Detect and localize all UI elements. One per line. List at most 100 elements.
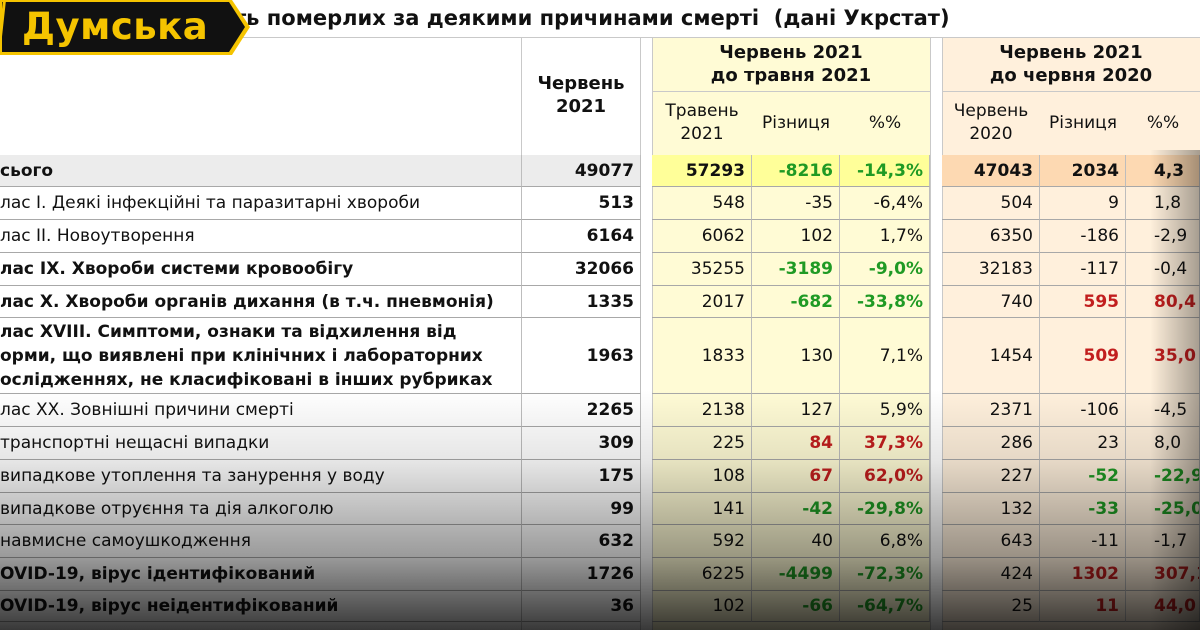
cell-diff2: 595 [1040,286,1126,318]
cell-diff2: 11 [1040,591,1126,622]
cell-june: 32066 [522,253,641,286]
cell-june: 2265 [522,394,641,427]
cell-value: 1963 [586,345,634,366]
cell-diff2: 509 [1040,318,1126,394]
cell-value: 57293 [685,160,745,181]
cell-name: транспортні нещасні випадки [0,427,522,460]
cell-value: -11 [1091,531,1119,551]
total-row-bg-left [0,155,641,187]
cell-pct1: 1,7% [840,220,930,253]
cell-value: 643 [1000,531,1033,551]
cell-pct1: 6,8% [840,525,930,558]
cell-value: 5,9% [879,400,923,420]
cell-diff1: -35 [752,187,840,220]
cell-value: 6225 [701,564,745,584]
row-label: лас II. Новоутворення [0,226,195,246]
cell-value: 130 [800,345,833,366]
cell-value: -33 [1088,498,1119,519]
cell-diff2: -186 [1040,220,1126,253]
cell-june: 1726 [522,558,641,591]
header-divider-2 [942,91,1200,92]
cell-value: 2017 [701,291,745,312]
cell-pct2: -0,4 [1126,253,1200,286]
row-label: OVID-19, вірус ідентифікований [0,564,316,584]
cell-diff2: 23 [1040,427,1126,460]
cell-name: лас XX. Зовнішні причини смерті [0,394,522,427]
cell-value: -72,3% [856,564,923,584]
cell-value: 6350 [989,226,1033,246]
cell-value: -42 [802,498,833,519]
cell-value: 37,3% [864,433,923,453]
cell-value: 1,7% [879,226,923,246]
cell-value: -682 [790,291,833,312]
cell-value: -35 [805,193,833,213]
cell-pct2: 8,0 [1126,427,1200,460]
cell-june20: 1454 [942,318,1040,394]
cell-value: 6062 [701,226,745,246]
header-divider-1 [652,91,930,92]
cell-diff2: 1302 [1040,558,1126,591]
cell-diff1: 130 [752,318,840,394]
column-rule-g1-left [652,38,653,630]
cell-may: 225 [652,427,752,460]
cell-value: -2,9 [1154,226,1188,246]
cell-value: 4,3 [1154,160,1185,181]
cell-value: -4,5 [1154,400,1188,420]
cell-diff2: -106 [1040,394,1126,427]
header-june-2020: Червень 2020 [953,101,1029,144]
cell-value: 25 [1011,596,1033,616]
cell-value: 132 [1000,498,1033,519]
cell-diff2: -52 [1040,460,1126,493]
cell-value: 2371 [989,400,1033,420]
cell-may: 2138 [652,394,752,427]
cell-value: 592 [712,531,745,551]
cell-may: 6062 [652,220,752,253]
cell-diff1: -3189 [752,253,840,286]
cell-value: 307,1 [1154,564,1199,584]
cell-value: 2034 [1071,160,1119,181]
cell-pct2: -25,0 [1126,493,1200,525]
cell-diff2: -33 [1040,493,1126,525]
cell-pct2: 44,0 [1126,591,1200,622]
cell-june20: 6350 [942,220,1040,253]
cell-june: 6164 [522,220,641,253]
cell-name: лас I. Деякі інфекційні та паразитарні х… [0,187,522,220]
cell-may: 108 [652,460,752,493]
cell-may: 141 [652,493,752,525]
cell-pct1: 5,9% [840,394,930,427]
cell-value: 9 [1108,193,1119,213]
header-pct-2: %% [1146,112,1180,133]
cell-value: -186 [1080,226,1119,246]
header-may-2021: Травень 2021 [665,101,739,144]
cell-may: 6225 [652,558,752,591]
cell-value: 44,0 [1154,596,1196,616]
cell-value: 2138 [701,400,745,420]
cell-pct1: -33,8% [840,286,930,318]
cell-value: 67 [809,466,833,486]
cell-name: лас IX. Хвороби системи кровообігу [0,253,522,286]
header-diff-1: Різниця [762,112,830,133]
cell-diff1: -42 [752,493,840,525]
cell-june: 309 [522,427,641,460]
cell-diff2: 9 [1040,187,1126,220]
cell-value: -33,8% [856,291,923,312]
cell-june: 513 [522,187,641,220]
cell-name: лас II. Новоутворення [0,220,522,253]
cell-pct1: 37,3% [840,427,930,460]
cell-pct2: -1,7 [1126,525,1200,558]
cell-value: -64,7% [856,596,923,616]
cell-diff1: -8216 [752,155,840,187]
cell-may: 2017 [652,286,752,318]
cell-value: 35,0 [1154,345,1196,366]
row-label: лас XVIII. Симптоми, ознаки та відхиленн… [0,321,493,390]
cell-name: OVID-19, вірус неідентифікований [0,591,522,622]
cell-value: 80,4 [1154,291,1196,312]
cell-value: -6,4% [873,193,923,213]
row-label: випадкове отруєння та дія алкоголю [0,498,334,519]
cell-value: 6,8% [879,531,923,551]
cell-diff1: -682 [752,286,840,318]
cell-diff2: 2034 [1040,155,1126,187]
cell-value: -106 [1080,400,1119,420]
cell-june: 36 [522,591,641,622]
cell-june20: 740 [942,286,1040,318]
